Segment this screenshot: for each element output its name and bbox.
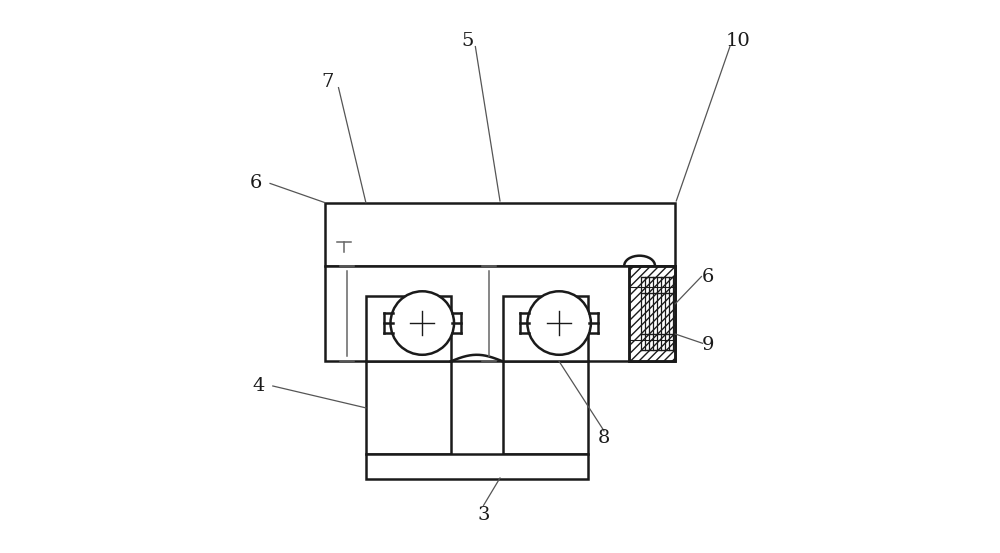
Bar (629, 265, 675, 361)
Text: 8: 8 (598, 429, 610, 447)
Bar (629, 265, 675, 361)
Bar (503, 361, 588, 455)
Bar (325, 265, 675, 361)
Bar (503, 296, 588, 361)
Bar (366, 455, 588, 479)
Text: 3: 3 (477, 505, 490, 524)
Text: 7: 7 (321, 73, 334, 91)
Bar (325, 202, 675, 265)
Text: 9: 9 (702, 336, 714, 354)
Circle shape (391, 291, 454, 355)
Circle shape (527, 291, 591, 355)
Bar (366, 296, 451, 361)
Text: 6: 6 (702, 268, 714, 285)
Text: 5: 5 (461, 32, 473, 50)
Bar (366, 361, 451, 455)
Text: 6: 6 (250, 174, 263, 192)
Text: 4: 4 (253, 377, 265, 395)
Text: 10: 10 (726, 32, 751, 50)
